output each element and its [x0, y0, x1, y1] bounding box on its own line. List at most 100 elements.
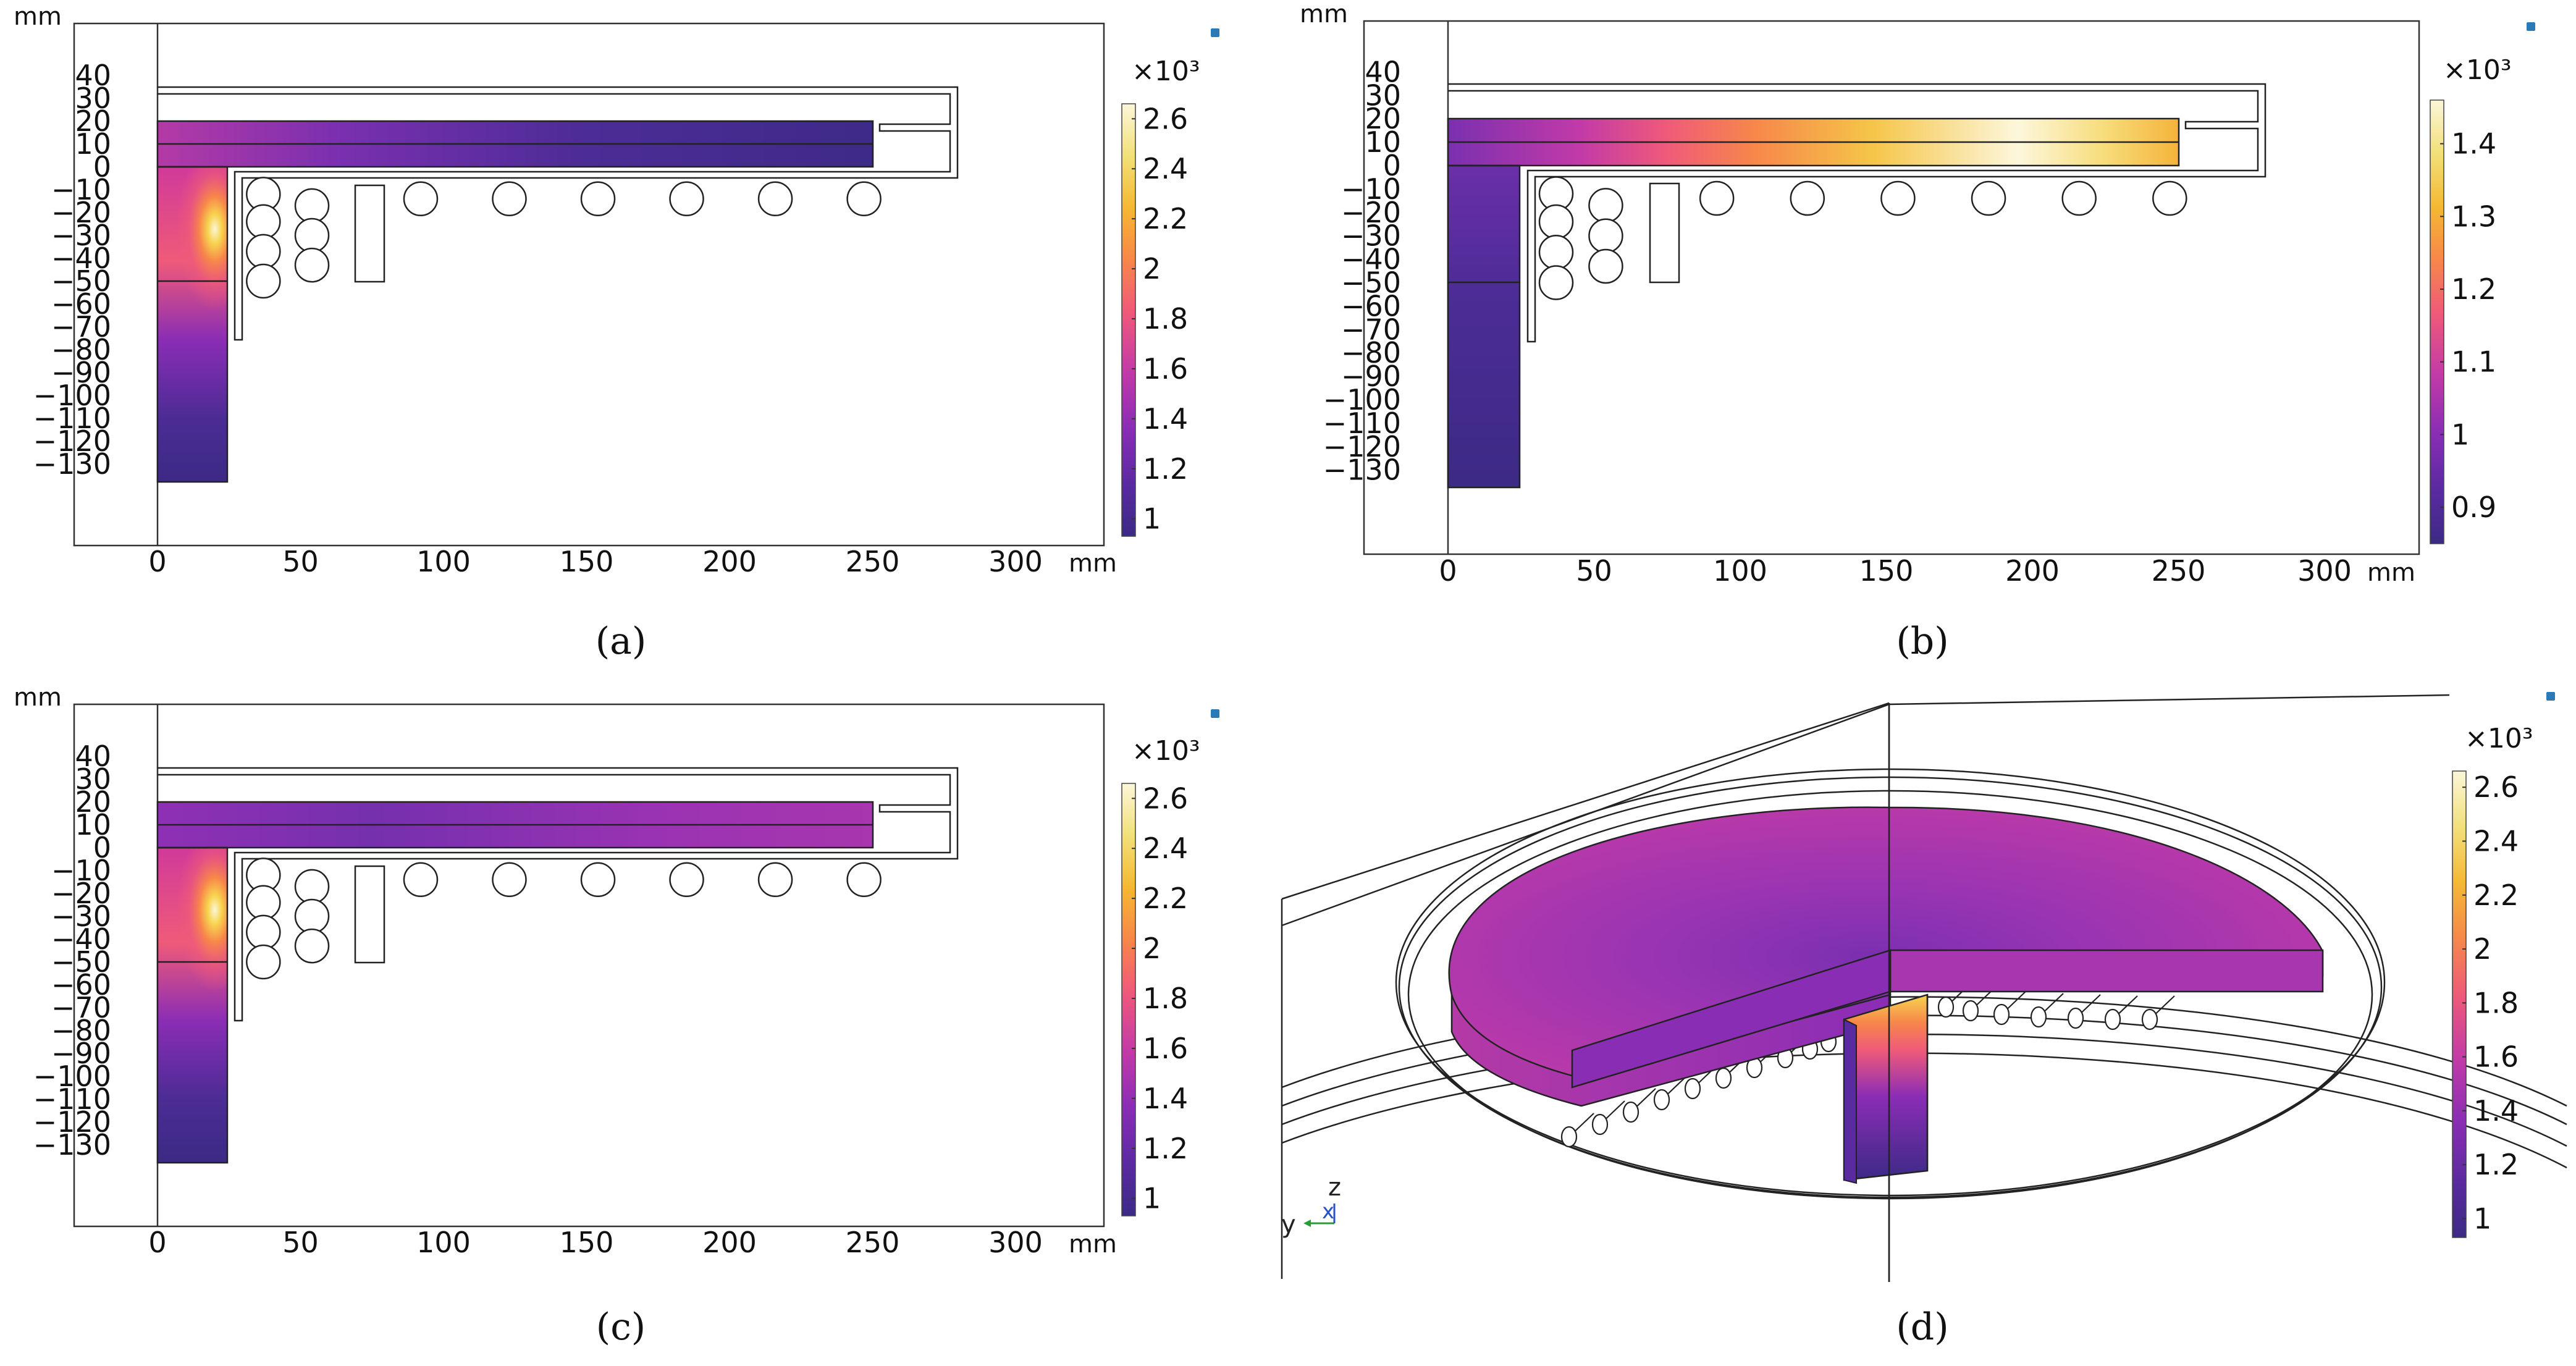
shaft-field	[1448, 166, 1520, 487]
x-tick-label: 150	[560, 1226, 614, 1259]
x-tick-label: 100	[416, 1226, 471, 1259]
colorbar-tick-label: 2.2	[1143, 882, 1188, 915]
disk-right-edge	[1889, 949, 2324, 993]
x-tick-label: 50	[1576, 554, 1612, 588]
x-unit-label: mm	[2367, 559, 2415, 587]
y-tick-label: 20	[1365, 102, 1401, 135]
y-tick-label: −100	[33, 379, 111, 412]
axes: 0 50 100 150 200 250 300403020100−10−20−30−40−…	[14, 2, 1117, 578]
coil-turn	[580, 181, 616, 217]
x-unit-label: mm	[1069, 549, 1117, 578]
panel-b: 0 50 100 150 200 250 300403020100−10−20−30−40−…	[1300, 0, 2512, 588]
y-tick-label: −110	[33, 1082, 111, 1116]
hot-spot	[158, 167, 227, 315]
coil-turn	[403, 181, 439, 217]
y-tick-label: 0	[93, 150, 111, 183]
coil-tube-end	[1937, 996, 1955, 1018]
axis-label-y: y	[1281, 1210, 1296, 1239]
toolbar-icons	[1211, 22, 2555, 718]
coil-turn	[294, 898, 330, 934]
panel-a: 0 50 100 150 200 250 300403020100−10−20−30−40−…	[14, 2, 1200, 578]
y-tick-label: 30	[75, 82, 111, 115]
y-tick-label: −60	[1341, 289, 1401, 323]
axis-triad: z y x	[1281, 1173, 1341, 1239]
home-icon	[2527, 22, 2535, 31]
y-tick-label: −90	[1341, 360, 1401, 393]
x-tick-label: 300	[988, 545, 1043, 578]
home-icon	[1211, 709, 1219, 718]
coil-turn	[1588, 218, 1623, 253]
y-tick-label: −60	[51, 287, 111, 321]
y-tick-label: −120	[1323, 430, 1401, 463]
coil-turn	[492, 181, 527, 217]
coil-turn	[1699, 180, 1735, 216]
colorbar-tick-label: 1.4	[1143, 1082, 1188, 1115]
y-tick-label: −120	[33, 424, 111, 458]
y-tick-label: −30	[51, 900, 111, 933]
coil-tube-end	[1622, 1101, 1639, 1123]
y-tick-label: −130	[1323, 453, 1401, 487]
colorbar-tick-label: 1.4	[2451, 127, 2496, 161]
y-tick-label: −30	[1341, 219, 1401, 253]
y-tick-label: −120	[33, 1105, 111, 1139]
y-tick-label: −110	[1323, 407, 1401, 440]
coil-turn	[1588, 188, 1623, 223]
colorbar-tick-label: 0.9	[2451, 491, 2496, 524]
colorbar-tick-label: 1.8	[2473, 986, 2519, 1019]
y-tick-label: −50	[51, 264, 111, 298]
colorbar-tick-label: 2	[1143, 252, 1161, 285]
x-tick-label: 0	[148, 1226, 166, 1259]
x-tick-label: 200	[702, 545, 757, 578]
coil-tube-end	[1993, 1003, 2010, 1026]
home-icon	[1211, 28, 1219, 37]
coil-tube-end	[2030, 1006, 2047, 1028]
colorbar-tick-label: 1.8	[1143, 982, 1188, 1015]
colorbar-tick-label: 1.2	[2451, 272, 2496, 306]
y-tick-label: −70	[51, 991, 111, 1024]
coil-turn	[1538, 265, 1574, 300]
colorbar-tick-label: 2.4	[2473, 824, 2519, 858]
panel-d: z y x 2.6 2.4 2.2 2 1.8 1.6 1.4 1.2 1 ×10³	[1281, 694, 2567, 1282]
coil-turn	[1588, 248, 1623, 284]
x-tick-label: 100	[416, 545, 471, 578]
coil-turn	[294, 188, 330, 224]
colorbar-tick-label: 2	[2473, 932, 2491, 966]
x-tick-label: 300	[988, 1226, 1043, 1259]
y-tick-label: 20	[75, 785, 111, 819]
y-tick-label: −80	[51, 333, 111, 366]
y-tick-label: 40	[75, 740, 111, 773]
axes: 0 50 100 150 200 250 300403020100−10−20−30−40−…	[1300, 0, 2415, 588]
y-tick-label: −90	[51, 356, 111, 389]
x-tick-label: 150	[1859, 554, 1914, 588]
colorbar-tick-label: 2.6	[1143, 782, 1188, 815]
y-tick-label: 40	[75, 59, 111, 92]
y-tick-label: −110	[33, 402, 111, 435]
x-tick-label: 150	[560, 545, 614, 578]
colorbar-scale	[1121, 783, 1136, 1216]
hot-spot	[158, 848, 227, 996]
axes: 0 50 100 150 200 250 300403020100−10−20−30−40−…	[14, 683, 1117, 1259]
colorbar-scale	[2430, 99, 2444, 544]
x-tick-label: 0	[1439, 554, 1457, 588]
coil-turn	[294, 869, 330, 904]
y-tick-label: 10	[75, 127, 111, 161]
y-tick-label: −20	[51, 877, 111, 910]
y-tick-label: −40	[51, 922, 111, 956]
coil-turn	[1538, 204, 1574, 240]
colorbar-tick-label: 1	[2451, 418, 2469, 451]
colorbar-tick-label: 2	[1143, 932, 1161, 965]
y-tick-label: −50	[51, 945, 111, 979]
colorbar-multiplier: ×10³	[1132, 56, 1200, 87]
x-tick-label: 200	[2005, 554, 2060, 588]
colorbar: 1.4 1.3 1.2 1.1 1 0.9 ×10³	[2430, 54, 2512, 544]
plot-frame	[73, 22, 1105, 547]
colorbar-tick-label: 2.2	[1143, 202, 1188, 235]
y-tick-label: 0	[1383, 149, 1401, 182]
home-icon	[2546, 692, 2555, 701]
y-tick-label: 30	[1365, 78, 1401, 112]
x-tick-label: 100	[1713, 554, 1767, 588]
coils	[1538, 176, 2187, 300]
colorbar-tick-label: 1.6	[2473, 1040, 2519, 1074]
shaft-side	[1843, 1018, 1857, 1184]
